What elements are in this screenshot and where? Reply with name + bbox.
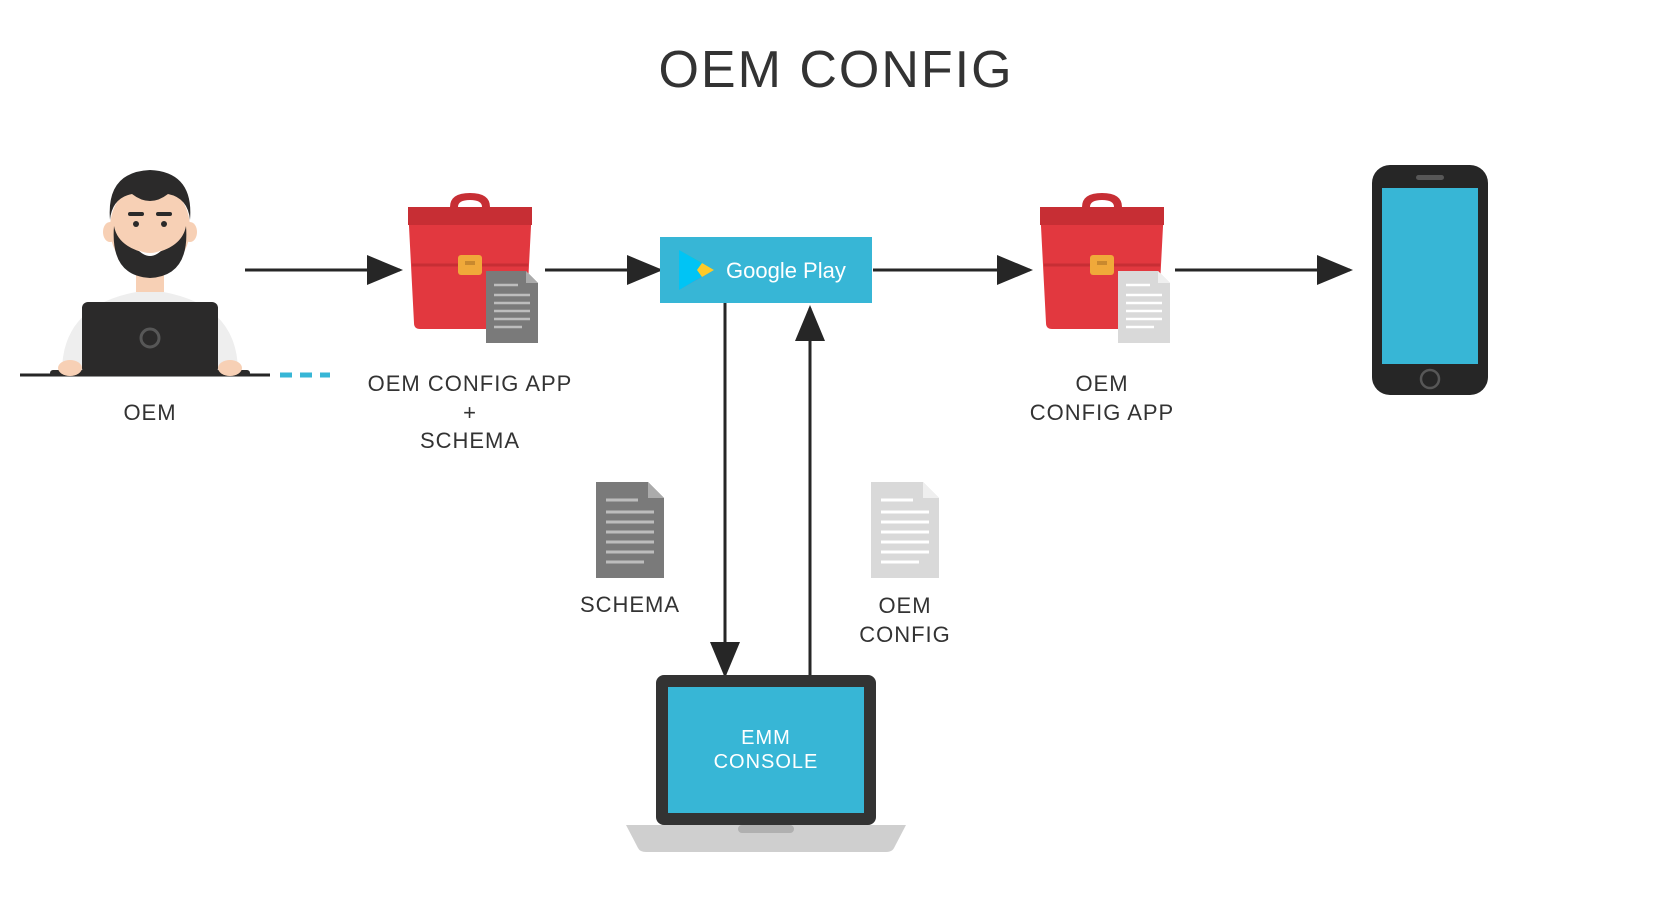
- phone-icon: [1372, 165, 1488, 395]
- arrows: [245, 270, 1350, 675]
- schema-doc-label: SCHEMA: [560, 592, 700, 618]
- emm-text-1: EMM: [741, 727, 791, 749]
- google-play-icon: Google Play: [660, 237, 872, 303]
- oem-label: OEM: [80, 400, 220, 426]
- emm-laptop-icon: EMM CONSOLE: [626, 675, 906, 852]
- briefcase-schema-icon: [408, 193, 538, 343]
- oem-person-icon: [20, 170, 330, 376]
- briefcase-app-icon: [1040, 193, 1170, 343]
- diagram-canvas: Google Play: [0, 0, 1672, 904]
- emm-text-2: CONSOLE: [714, 751, 819, 773]
- diagram-title: OEM CONFIG: [0, 40, 1672, 100]
- google-play-text: Google Play: [726, 258, 846, 283]
- config-doc-label: OEM CONFIG: [835, 592, 975, 649]
- schema-doc-icon: [596, 482, 664, 578]
- app-schema-label: OEM CONFIG APP + SCHEMA: [360, 370, 580, 456]
- config-app-label: OEM CONFIG APP: [1002, 370, 1202, 427]
- config-doc-icon: [871, 482, 939, 578]
